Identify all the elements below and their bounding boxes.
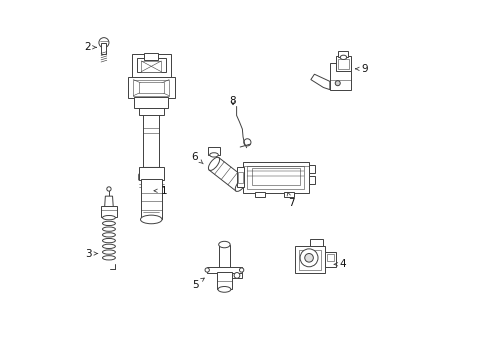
Ellipse shape	[102, 250, 115, 254]
Bar	[101, 206, 117, 217]
Bar	[308, 176, 314, 184]
Bar	[140, 179, 162, 220]
Bar	[137, 58, 165, 72]
Ellipse shape	[235, 178, 246, 192]
Bar	[133, 80, 169, 96]
Ellipse shape	[340, 55, 346, 59]
Ellipse shape	[300, 249, 317, 267]
Ellipse shape	[102, 238, 115, 243]
Ellipse shape	[140, 215, 162, 224]
Polygon shape	[104, 196, 113, 207]
Polygon shape	[227, 273, 241, 278]
Ellipse shape	[335, 81, 340, 86]
Bar	[255, 192, 265, 197]
Bar	[238, 172, 243, 183]
Bar	[101, 42, 106, 54]
Bar	[247, 166, 304, 189]
Bar	[216, 272, 232, 289]
Text: 5: 5	[191, 278, 204, 290]
Bar	[242, 162, 308, 193]
Ellipse shape	[102, 221, 115, 226]
Ellipse shape	[208, 157, 219, 170]
Bar	[309, 239, 323, 246]
Bar	[139, 108, 163, 115]
Bar	[251, 168, 300, 185]
Bar	[128, 77, 174, 98]
Ellipse shape	[102, 227, 115, 231]
Ellipse shape	[204, 268, 209, 272]
Text: 4: 4	[333, 259, 346, 269]
Bar	[329, 63, 351, 90]
Bar	[207, 267, 241, 273]
Bar	[325, 252, 335, 267]
Bar	[207, 147, 220, 155]
Bar	[335, 56, 350, 71]
Ellipse shape	[234, 273, 239, 278]
Bar	[308, 165, 314, 173]
Text: 9: 9	[355, 64, 367, 74]
Text: 3: 3	[85, 248, 97, 258]
Bar	[131, 54, 171, 78]
Bar	[134, 97, 168, 108]
Ellipse shape	[239, 268, 244, 272]
Bar	[294, 246, 325, 273]
Ellipse shape	[102, 233, 115, 237]
Bar	[141, 61, 161, 72]
Ellipse shape	[99, 38, 109, 48]
Bar	[338, 51, 348, 57]
Polygon shape	[310, 74, 329, 90]
Text: 6: 6	[191, 152, 203, 164]
Bar	[237, 167, 244, 187]
Text: 8: 8	[229, 96, 236, 106]
Bar	[326, 254, 333, 261]
Bar	[284, 192, 293, 197]
Ellipse shape	[209, 153, 218, 157]
Ellipse shape	[102, 244, 115, 248]
Bar	[139, 82, 163, 93]
Bar	[139, 167, 163, 180]
Text: 2: 2	[84, 42, 96, 52]
Ellipse shape	[218, 287, 230, 292]
Polygon shape	[139, 167, 163, 180]
Ellipse shape	[218, 241, 230, 248]
Ellipse shape	[102, 256, 115, 260]
Bar	[337, 59, 348, 69]
Bar	[144, 53, 158, 60]
Bar	[298, 250, 320, 270]
Text: 7: 7	[286, 192, 294, 208]
Ellipse shape	[106, 187, 111, 191]
Ellipse shape	[304, 253, 313, 262]
Ellipse shape	[102, 216, 115, 220]
Text: 1: 1	[154, 186, 167, 196]
Bar	[218, 244, 230, 268]
